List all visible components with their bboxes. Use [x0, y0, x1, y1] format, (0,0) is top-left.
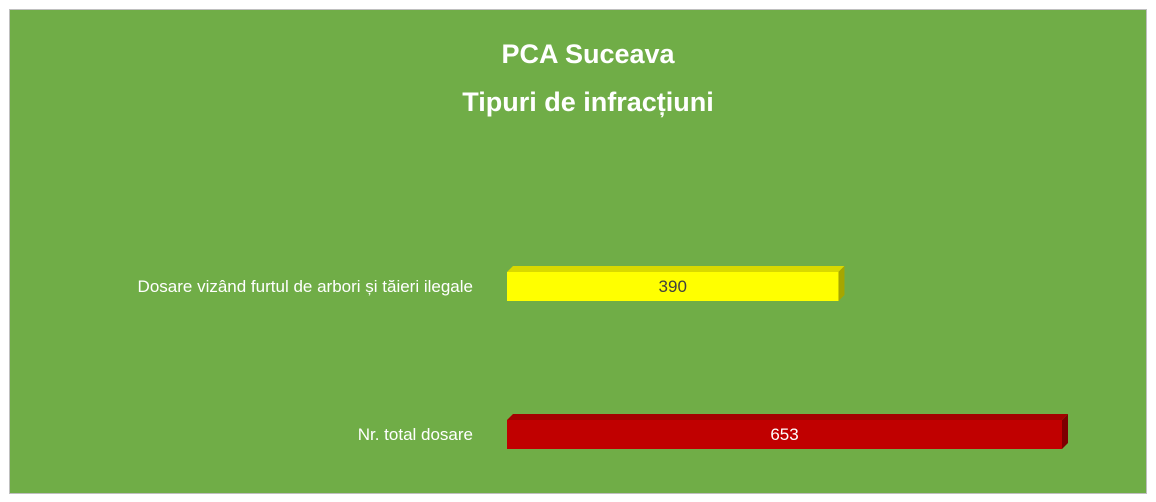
- chart-subtitle: Tipuri de infracțiuni: [462, 87, 714, 117]
- bar: [507, 420, 1062, 449]
- bar-side: [1062, 414, 1068, 449]
- data-label: 653: [770, 425, 798, 444]
- chart-background: [9, 9, 1147, 494]
- data-label: 390: [659, 277, 687, 296]
- chart-title: PCA Suceava: [501, 39, 675, 69]
- category-label: Dosare vizând furtul de arbori și tăieri…: [138, 277, 473, 296]
- bar-top: [507, 266, 845, 272]
- category-label: Nr. total dosare: [358, 425, 473, 444]
- bar-top: [507, 414, 1068, 420]
- bar-side: [838, 266, 845, 301]
- bar: [507, 272, 839, 301]
